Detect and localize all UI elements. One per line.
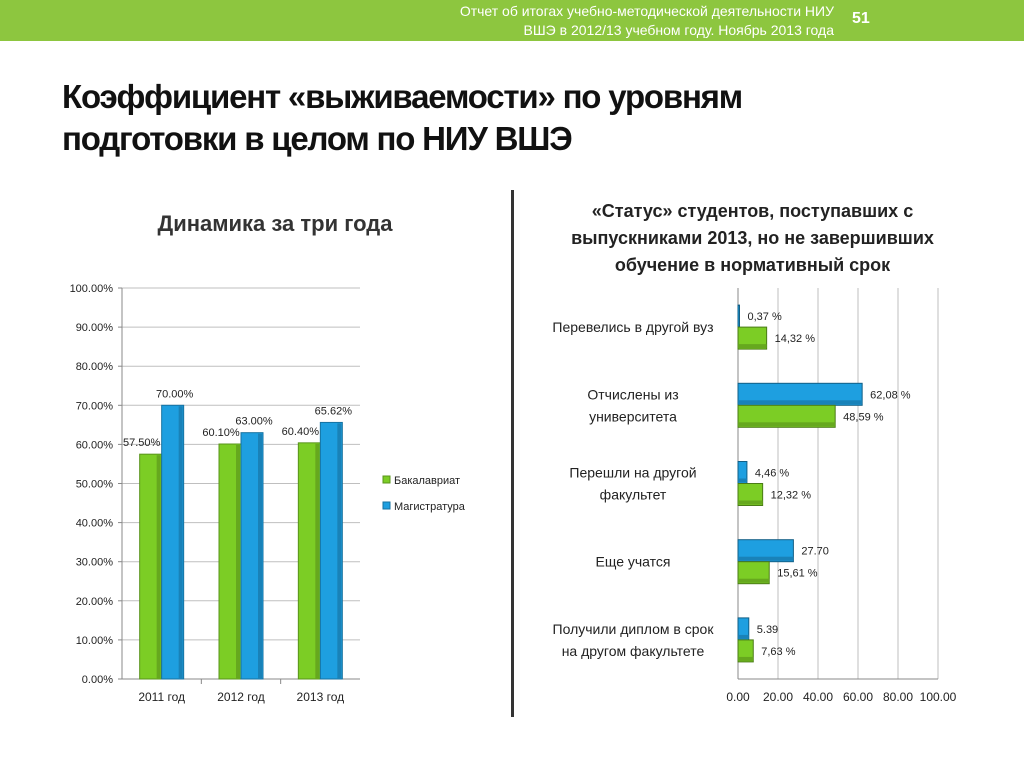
bar-value-label: 63.00% [235, 416, 273, 428]
bar-value-label: 27.70 [801, 546, 829, 558]
category-label: Еще учатся [596, 554, 671, 570]
right-chart-title: «Статус» студентов, поступавших с выпуск… [530, 198, 975, 279]
x-tick-label: 2013 год [297, 690, 345, 704]
bar-value-label: 70.00% [156, 388, 194, 400]
bar-value-label: 62,08 % [870, 389, 911, 401]
category-label: Перешли на другой [569, 465, 696, 481]
x-tick-label: 2012 год [217, 690, 265, 704]
bar-blue [737, 304, 740, 328]
bar-shade [315, 443, 320, 679]
bar-value-label: 7,63 % [761, 646, 795, 658]
page-number: 51 [852, 10, 870, 27]
header-bar: Отчет об итогах учебно-методической деят… [0, 0, 1024, 41]
y-tick-label: 10.00% [76, 635, 114, 647]
category-label: университета [589, 408, 677, 424]
category-label: Получили диплом в срок [553, 621, 715, 637]
bar-shade [739, 556, 794, 561]
bar-green [737, 639, 754, 663]
bar-value-label: 65.62% [315, 405, 353, 417]
bar-value-label: 4,46 % [755, 468, 789, 480]
bar-shade [236, 445, 240, 679]
report-caption-line1: Отчет об итогах учебно-методической деят… [459, 3, 834, 19]
bar-green [737, 561, 770, 585]
bar-shade [156, 455, 161, 679]
bar-shade [739, 634, 749, 639]
bar-value-label: 57.50% [123, 437, 161, 449]
bar-master [161, 404, 185, 680]
report-caption: Отчет об итогах учебно-методической деят… [314, 2, 834, 40]
report-caption-line2: ВШЭ в 2012/13 учебном году. Ноябрь 2013 … [523, 22, 834, 38]
bar-value-label: 14,32 % [775, 333, 816, 345]
bar-value-label: 5.39 [757, 624, 778, 636]
bar-shade [739, 656, 754, 661]
bar-green [737, 404, 836, 428]
panel-divider [511, 190, 514, 717]
right-chart-title-line2: выпускниками 2013, но не завершивших [571, 228, 934, 248]
category-label: Перевелись в другой вуз [552, 319, 713, 335]
x-tick-label: 20.00 [763, 690, 793, 704]
bar-shade [739, 478, 747, 483]
bar-master [319, 421, 343, 680]
bar-shade [178, 406, 183, 679]
bar-shade [258, 433, 262, 679]
bar-value-label: 48,59 % [843, 411, 884, 423]
bar-value-label: 60.10% [202, 427, 240, 439]
legend-label: Магистратура [394, 501, 466, 513]
y-tick-label: 70.00% [76, 400, 114, 412]
y-tick-label: 90.00% [76, 322, 114, 334]
legend-swatch [382, 475, 391, 484]
bar-master [240, 432, 264, 680]
y-tick-label: 20.00% [76, 596, 114, 608]
page-title: Коэффициент «выживаемости» по уровням по… [62, 76, 962, 160]
bar-shade [739, 344, 767, 349]
bar-shade [739, 578, 770, 583]
category-label: Отчислены из [587, 386, 678, 402]
y-tick-label: 30.00% [76, 557, 114, 569]
y-tick-label: 50.00% [76, 479, 114, 491]
y-tick-label: 100.00% [70, 283, 114, 295]
x-tick-label: 40.00 [803, 690, 833, 704]
right-chart-title-line1: «Статус» студентов, поступавших с [591, 201, 914, 221]
bar-value-label: 0,37 % [748, 311, 782, 323]
x-tick-label: 80.00 [883, 690, 913, 704]
page-title-line1: Коэффициент «выживаемости» по уровням [62, 78, 743, 115]
right-chart-title-line3: обучение в нормативный срок [614, 255, 891, 275]
category-label: на другом факультете [562, 643, 705, 659]
bar-shade [739, 400, 863, 405]
x-tick-label: 2011 год [138, 690, 185, 704]
bar-shade [739, 500, 763, 505]
left-chart-title: Динамика за три года [157, 211, 393, 236]
x-tick-label: 0.00 [726, 690, 750, 704]
legend-swatch [382, 501, 391, 510]
y-tick-label: 80.00% [76, 361, 114, 373]
bar-shade [337, 423, 342, 679]
bar-value-label: 15,61 % [777, 568, 818, 580]
x-tick-label: 60.00 [843, 690, 873, 704]
bar-green [737, 326, 768, 350]
x-tick-label: 100.00 [920, 690, 957, 704]
y-tick-label: 0.00% [82, 674, 113, 686]
page-title-line2: подготовки в целом по НИУ ВШЭ [62, 120, 573, 157]
y-tick-label: 40.00% [76, 518, 114, 530]
bar-value-label: 60.40% [282, 426, 320, 438]
bar-green [737, 483, 764, 506]
y-tick-label: 60.00% [76, 439, 114, 451]
category-label: факультет [600, 487, 667, 503]
bar-shade [739, 422, 836, 427]
legend-label: Бакалавриат [394, 475, 460, 487]
bar-value-label: 12,32 % [771, 490, 812, 502]
